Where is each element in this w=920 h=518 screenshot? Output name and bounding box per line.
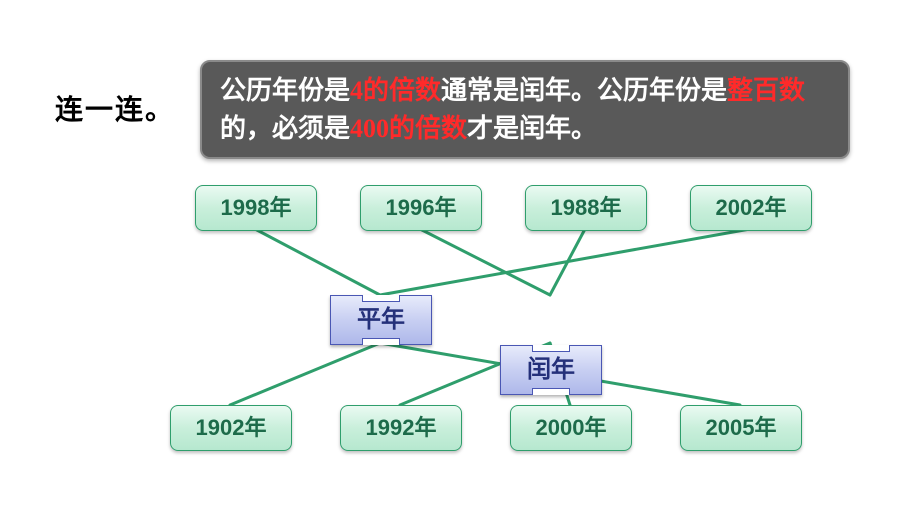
rule-seg-4: 的，必须是 bbox=[220, 114, 350, 143]
year-1902[interactable]: 1902年 bbox=[170, 405, 292, 451]
category-run[interactable]: 闰年 bbox=[500, 345, 602, 395]
stage: 连一连。 公历年份是4的倍数通常是闰年。公历年份是整百数的，必须是400的倍数才… bbox=[0, 0, 920, 518]
rule-seg-5: 400的倍数 bbox=[350, 114, 467, 143]
rule-seg-6: 才是闰年。 bbox=[467, 114, 597, 143]
year-1992[interactable]: 1992年 bbox=[340, 405, 462, 451]
year-2005[interactable]: 2005年 bbox=[680, 405, 802, 451]
rule-seg-0: 公历年份是 bbox=[220, 76, 350, 105]
rule-seg-3: 整百数 bbox=[727, 76, 805, 105]
rule-seg-2: 通常是闰年。公历年份是 bbox=[441, 76, 727, 105]
rule-box: 公历年份是4的倍数通常是闰年。公历年份是整百数的，必须是400的倍数才是闰年。 bbox=[200, 60, 850, 159]
year-1988[interactable]: 1988年 bbox=[525, 185, 647, 231]
rule-seg-1: 4的倍数 bbox=[350, 76, 441, 105]
category-ping[interactable]: 平年 bbox=[330, 295, 432, 345]
year-2002[interactable]: 2002年 bbox=[690, 185, 812, 231]
year-1998[interactable]: 1998年 bbox=[195, 185, 317, 231]
year-2000[interactable]: 2000年 bbox=[510, 405, 632, 451]
year-1996[interactable]: 1996年 bbox=[360, 185, 482, 231]
page-title: 连一连。 bbox=[55, 88, 175, 128]
